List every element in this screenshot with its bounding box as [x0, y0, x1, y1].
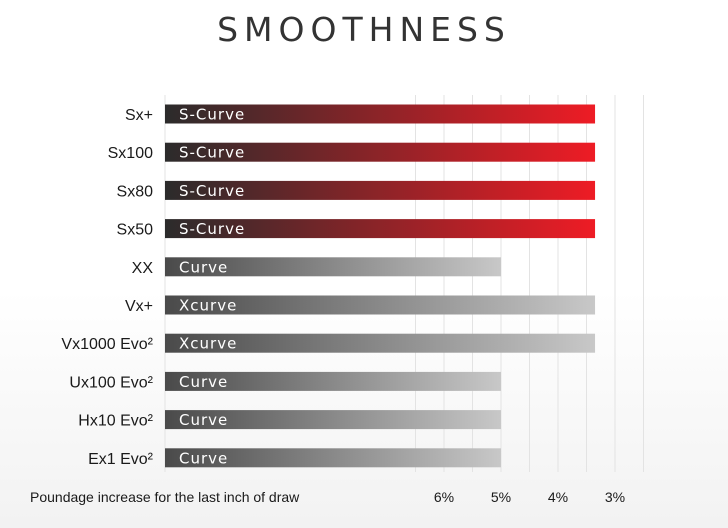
category-label: Hx10 Evo² [78, 413, 153, 430]
bar [165, 142, 596, 162]
bar-label: Curve [179, 258, 228, 276]
bar-layer: S-Curve S-Curve S-Curve S-Curve Curve Xcurve X… [165, 104, 596, 468]
bar-label: S-Curve [179, 220, 245, 238]
bar [165, 219, 596, 239]
x-tick-label: 4% [548, 489, 568, 505]
x-tick-label: 6% [434, 489, 454, 505]
bar [165, 333, 596, 353]
bar [165, 104, 596, 124]
bar-label: Curve [179, 449, 228, 467]
axis-layer: 6% 5% 4% 3% Poundage increase for the last i… [30, 489, 625, 505]
category-label: Ex1 Evo² [88, 451, 154, 468]
bar [165, 410, 501, 430]
x-axis-label: Poundage increase for the last inch of d… [30, 489, 300, 505]
chart-title: SMOOTHNESS [217, 10, 511, 49]
bar-label: Xcurve [179, 335, 237, 353]
bar [165, 257, 501, 277]
x-tick-label: 5% [491, 489, 511, 505]
bar-label: Xcurve [179, 297, 237, 315]
category-label: XX [132, 260, 154, 277]
label-layer: Sx+ Sx100 Sx80 Sx50 XX Vx+ Vx1000 Evo² Ux100 Ev… [61, 107, 153, 468]
bar-label: S-Curve [179, 182, 245, 200]
bar-label: S-Curve [179, 106, 245, 124]
category-label: Sx+ [125, 107, 153, 124]
bar-label: Curve [179, 373, 228, 391]
category-label: Sx100 [108, 145, 153, 162]
bar [165, 295, 596, 315]
bar [165, 448, 501, 468]
category-label: Vx+ [125, 298, 153, 315]
bar [165, 371, 501, 391]
category-label: Ux100 Evo² [69, 374, 153, 391]
bar-label: S-Curve [179, 144, 245, 162]
bar-label: Curve [179, 411, 228, 429]
x-tick-label: 3% [605, 489, 625, 505]
category-label: Vx1000 Evo² [61, 336, 153, 353]
category-label: Sx50 [117, 222, 154, 239]
category-label: Sx80 [117, 183, 154, 200]
bar [165, 180, 596, 200]
